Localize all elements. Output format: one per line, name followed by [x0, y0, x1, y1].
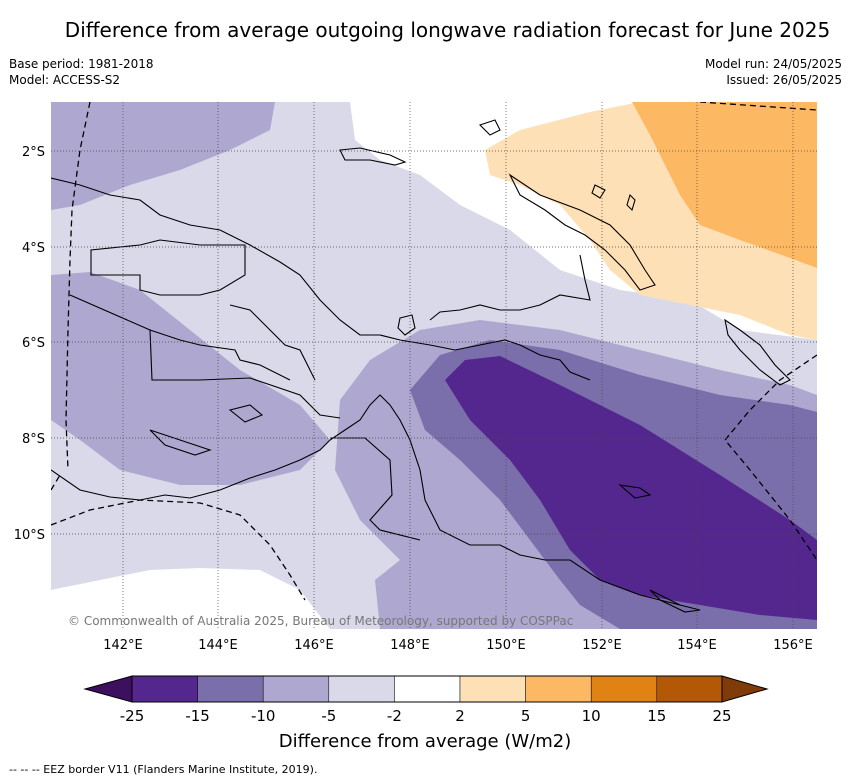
colorbar-segment — [262, 675, 330, 703]
map-title: Difference from average outgoing longwav… — [64, 18, 831, 42]
lon-label: 154°E — [677, 638, 717, 653]
lat-label: 4°S — [22, 241, 45, 256]
colorbar-title: Difference from average (W/m2) — [278, 731, 572, 752]
graticule — [51, 102, 817, 629]
coastlines — [51, 119, 791, 613]
colorbar-segment — [131, 675, 198, 703]
eez-borders — [51, 102, 817, 601]
colorbar-outline — [131, 675, 723, 703]
colorbar-tick: -25 — [120, 707, 145, 725]
lat-labels: 2°S 4°S 6°S 8°S 10°S — [14, 145, 45, 543]
colorbar-segment — [459, 675, 526, 703]
lat-label: 10°S — [14, 528, 45, 543]
colorbar-tick: 15 — [647, 707, 666, 725]
lon-label: 152°E — [582, 638, 622, 653]
colorbar-tick: -2 — [387, 707, 402, 725]
colorbar-tick: -15 — [185, 707, 210, 725]
colorbar-tick: 5 — [521, 707, 531, 725]
colorbar-segment — [328, 675, 395, 703]
model-name: Model: ACCESS-S2 — [9, 73, 121, 87]
colorbar-tick: 2 — [455, 707, 465, 725]
colorbar-segment — [525, 675, 592, 703]
lon-label: 156°E — [773, 638, 813, 653]
copyright-note: © Commonwealth of Australia 2025, Bureau… — [68, 614, 573, 628]
lat-label: 2°S — [22, 145, 45, 160]
colorbar-tick: 10 — [582, 707, 601, 725]
colorbar-extend-low — [83, 675, 133, 703]
colorbar-tick: 25 — [712, 707, 731, 725]
map-area: © Commonwealth of Australia 2025, Bureau… — [51, 102, 817, 629]
contour-negative-5-10-west — [51, 102, 275, 210]
colorbar-segment — [656, 675, 723, 703]
contour-negative-15-25 — [445, 356, 817, 620]
contour-positive-5-10 — [632, 102, 817, 268]
colorbar-segment — [197, 675, 264, 703]
lon-label: 150°E — [486, 638, 526, 653]
meta-left: Base period: 1981-2018 Model: ACCESS-S2 — [9, 56, 154, 88]
eez-footnote: -- -- -- EEZ border V11 (Flanders Marine… — [9, 763, 318, 776]
lat-label: 8°S — [22, 432, 45, 447]
issued-date: Issued: 26/05/2025 — [726, 73, 842, 87]
colorbar-tick: -5 — [321, 707, 336, 725]
lon-label: 148°E — [390, 638, 430, 653]
contour-negative-5-10-southwest — [51, 272, 330, 485]
model-run: Model run: 24/05/2025 — [704, 57, 842, 71]
colorbar: -25 -15 -10 -5 -2 2 5 10 15 25 — [83, 675, 769, 725]
colorbar-segment — [590, 675, 658, 703]
colorbar-extend-high — [721, 675, 769, 703]
contour-neutral-southwest — [51, 568, 330, 629]
lon-label: 142°E — [103, 638, 143, 653]
lat-label: 6°S — [22, 336, 45, 351]
meta-right: Model run: 24/05/2025 Issued: 26/05/2025 — [705, 56, 842, 88]
base-period: Base period: 1981-2018 — [9, 57, 154, 71]
lon-label: 146°E — [294, 638, 334, 653]
colorbar-segment — [394, 675, 461, 703]
lon-labels: 142°E 144°E 146°E 148°E 150°E 152°E 154°… — [103, 638, 813, 653]
lon-label: 144°E — [198, 638, 238, 653]
colorbar-tick: -10 — [251, 707, 276, 725]
